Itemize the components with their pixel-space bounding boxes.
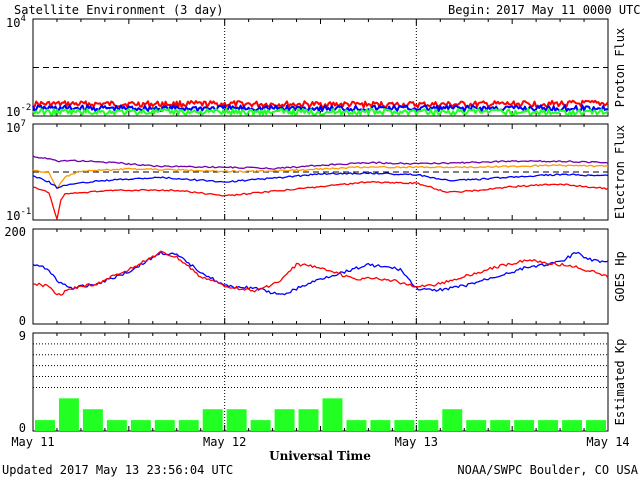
y-tick-label-electron-0: 107 xyxy=(6,119,26,135)
y-tick-label-proton-1: 10-2 xyxy=(6,103,31,119)
begin-value: 2017 May 11 0000 UTC xyxy=(496,3,640,17)
kp-bar-21 xyxy=(538,420,559,431)
kp-bar-4 xyxy=(130,420,151,431)
series-proton-blue xyxy=(32,104,609,113)
kp-bar-10 xyxy=(274,409,295,431)
panel-frame-electron xyxy=(32,123,609,221)
kp-bar-22 xyxy=(562,420,583,431)
kp-bar-3 xyxy=(106,420,127,431)
kp-bar-9 xyxy=(250,420,271,431)
series-goes-hp-blue xyxy=(32,250,609,296)
series-electron-blue xyxy=(32,171,609,189)
kp-bar-16 xyxy=(418,420,439,431)
kp-bar-5 xyxy=(154,420,175,431)
updated-timestamp: Updated 2017 May 13 23:56:04 UTC xyxy=(2,463,233,477)
kp-bar-7 xyxy=(202,409,223,431)
kp-bar-6 xyxy=(178,420,199,431)
series-electron-red xyxy=(32,180,609,220)
series-proton-red xyxy=(32,99,609,109)
x-tick-label-3: May 14 xyxy=(586,435,629,449)
kp-bar-0 xyxy=(35,420,55,431)
y-axis-label-electron: Electron Flux xyxy=(613,125,627,219)
series-proton-green xyxy=(32,107,609,116)
y-axis-label-proton: Proton Flux xyxy=(613,28,627,107)
y-axis-label-kp: Estimated Kp xyxy=(613,339,627,426)
kp-bar-15 xyxy=(394,420,415,431)
y-axis-label-goes-hp: GOES Hp xyxy=(613,251,627,302)
y-tick-label-goes-hp-0: 0 xyxy=(19,314,26,328)
begin-label: Begin: xyxy=(448,3,491,17)
credit-text: NOAA/SWPC Boulder, CO USA xyxy=(457,463,638,477)
y-tick-label-proton-0: 104 xyxy=(6,14,26,30)
series-goes-hp-red xyxy=(32,250,609,296)
kp-bar-18 xyxy=(466,420,487,431)
panel-frame-goes-hp xyxy=(32,228,609,325)
kp-bar-20 xyxy=(514,420,535,431)
kp-bar-2 xyxy=(82,409,103,431)
kp-bar-19 xyxy=(490,420,511,431)
y-tick-label-kp-0: 0 xyxy=(19,421,26,435)
x-tick-label-2: May 13 xyxy=(395,435,438,449)
kp-bar-1 xyxy=(58,398,79,431)
series-electron-orange xyxy=(32,164,609,189)
y-tick-label-kp-1: 9 xyxy=(19,329,26,343)
panel-frame-kp xyxy=(32,332,609,432)
kp-bar-8 xyxy=(226,409,247,431)
plot-title: Satellite Environment (3 day) xyxy=(14,3,224,17)
panel-frame-proton xyxy=(32,18,609,117)
y-tick-label-goes-hp-1: 200 xyxy=(4,225,26,239)
y-tick-label-electron-1: 10-1 xyxy=(6,207,31,223)
x-tick-label-0: May 11 xyxy=(11,435,54,449)
kp-bar-17 xyxy=(442,409,463,431)
kp-bar-23 xyxy=(586,420,606,431)
x-tick-label-1: May 12 xyxy=(203,435,246,449)
x-axis-title: Universal Time xyxy=(269,449,371,463)
kp-bar-11 xyxy=(298,409,319,431)
series-electron-purple xyxy=(32,155,609,170)
kp-bar-14 xyxy=(370,420,391,431)
panels-group: 104 10-2 Proton Flux 107 10-1 Electron Flux 0 2… xyxy=(4,14,629,449)
kp-bar-13 xyxy=(346,420,367,431)
kp-bar-12 xyxy=(322,398,343,431)
